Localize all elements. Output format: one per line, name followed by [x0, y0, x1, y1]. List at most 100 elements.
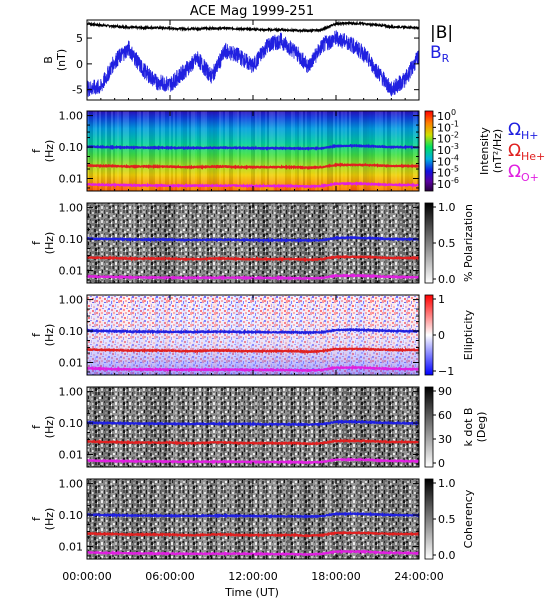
streak [133, 387, 135, 467]
colorbar-tick-label: 10-4 [437, 153, 459, 168]
y-axis-label: f [30, 424, 43, 429]
streak [309, 479, 311, 559]
streak [405, 111, 407, 191]
streak [399, 203, 401, 283]
streak [115, 203, 117, 283]
streak [351, 203, 353, 283]
streak [321, 203, 323, 283]
colorbar [424, 202, 434, 284]
streak [243, 479, 245, 559]
ytick-label: 0.01 [59, 264, 84, 277]
streak [389, 479, 391, 559]
streak [367, 479, 369, 559]
colorbar-tick-label: 0.5 [438, 513, 456, 526]
streak [189, 111, 191, 191]
streak [183, 111, 185, 191]
streak [397, 387, 399, 467]
streak [203, 479, 205, 559]
streak [225, 479, 227, 559]
streak [277, 111, 279, 191]
streak [197, 387, 199, 467]
streak [397, 111, 399, 191]
y-axis-unit: (Hz) [43, 232, 56, 255]
colorbar [424, 294, 434, 376]
streak [95, 111, 97, 191]
streak [173, 111, 175, 191]
streak [163, 203, 165, 283]
streak [111, 111, 113, 191]
low-freq-block [128, 185, 136, 191]
gyrofrequency-line-Heplus [86, 254, 420, 263]
streak [291, 479, 293, 559]
streak [199, 479, 201, 559]
streak [279, 111, 281, 191]
streak [383, 111, 385, 191]
streak [409, 111, 411, 191]
streak [111, 387, 113, 467]
gyrofrequency-line-Heplus [86, 438, 420, 446]
colorbar-tick-label: 1.0 [438, 201, 456, 214]
streak [357, 387, 359, 467]
streak [179, 111, 181, 191]
streak [147, 479, 149, 559]
streak [321, 111, 323, 191]
streak [247, 203, 249, 283]
low-freq-block [384, 185, 392, 191]
legend-BR: BR [430, 43, 450, 65]
streak [279, 387, 281, 467]
low-freq-block [266, 185, 274, 191]
streak [99, 387, 101, 467]
streak [333, 203, 335, 283]
streak [245, 203, 247, 283]
streak [101, 387, 103, 467]
streak [165, 203, 167, 283]
streak [373, 479, 375, 559]
streak [285, 111, 287, 191]
streak [397, 479, 399, 559]
streak [167, 387, 169, 467]
streak [125, 479, 127, 559]
streak [225, 203, 227, 283]
streak [343, 111, 345, 191]
colorbar-tick-label: 1 [438, 293, 445, 306]
low-freq-block [239, 185, 247, 191]
streak [123, 203, 125, 283]
streak [211, 479, 213, 559]
streak [381, 111, 383, 191]
streak [185, 203, 187, 283]
streak [407, 111, 409, 191]
streak [355, 479, 357, 559]
streak [413, 203, 415, 283]
streak [201, 479, 203, 559]
streak [227, 203, 229, 283]
streak [173, 479, 175, 559]
low-freq-block [87, 185, 94, 191]
streak [303, 111, 305, 191]
streak [149, 387, 151, 467]
colorbar-tick-label: 0.0 [438, 273, 456, 286]
y-axis-unit: (Hz) [43, 140, 56, 163]
legend-BR-base: B [430, 43, 442, 63]
colorbar-tick-base: 10 [437, 178, 451, 191]
streak [205, 479, 207, 559]
streak [359, 203, 361, 283]
streak [139, 203, 141, 283]
streak [395, 479, 397, 559]
streak [365, 387, 367, 467]
streak [121, 203, 123, 283]
streak [171, 203, 173, 283]
streak [195, 111, 197, 191]
gyrofrequency-line-Hplus [86, 143, 420, 151]
streak [101, 479, 103, 559]
streak [379, 479, 381, 559]
streak [131, 203, 133, 283]
streak [165, 111, 167, 191]
streak [159, 111, 161, 191]
streak [99, 111, 101, 191]
streak [131, 387, 133, 467]
streak [267, 111, 269, 191]
streak [157, 387, 159, 467]
streak [141, 479, 143, 559]
streak [185, 479, 187, 559]
